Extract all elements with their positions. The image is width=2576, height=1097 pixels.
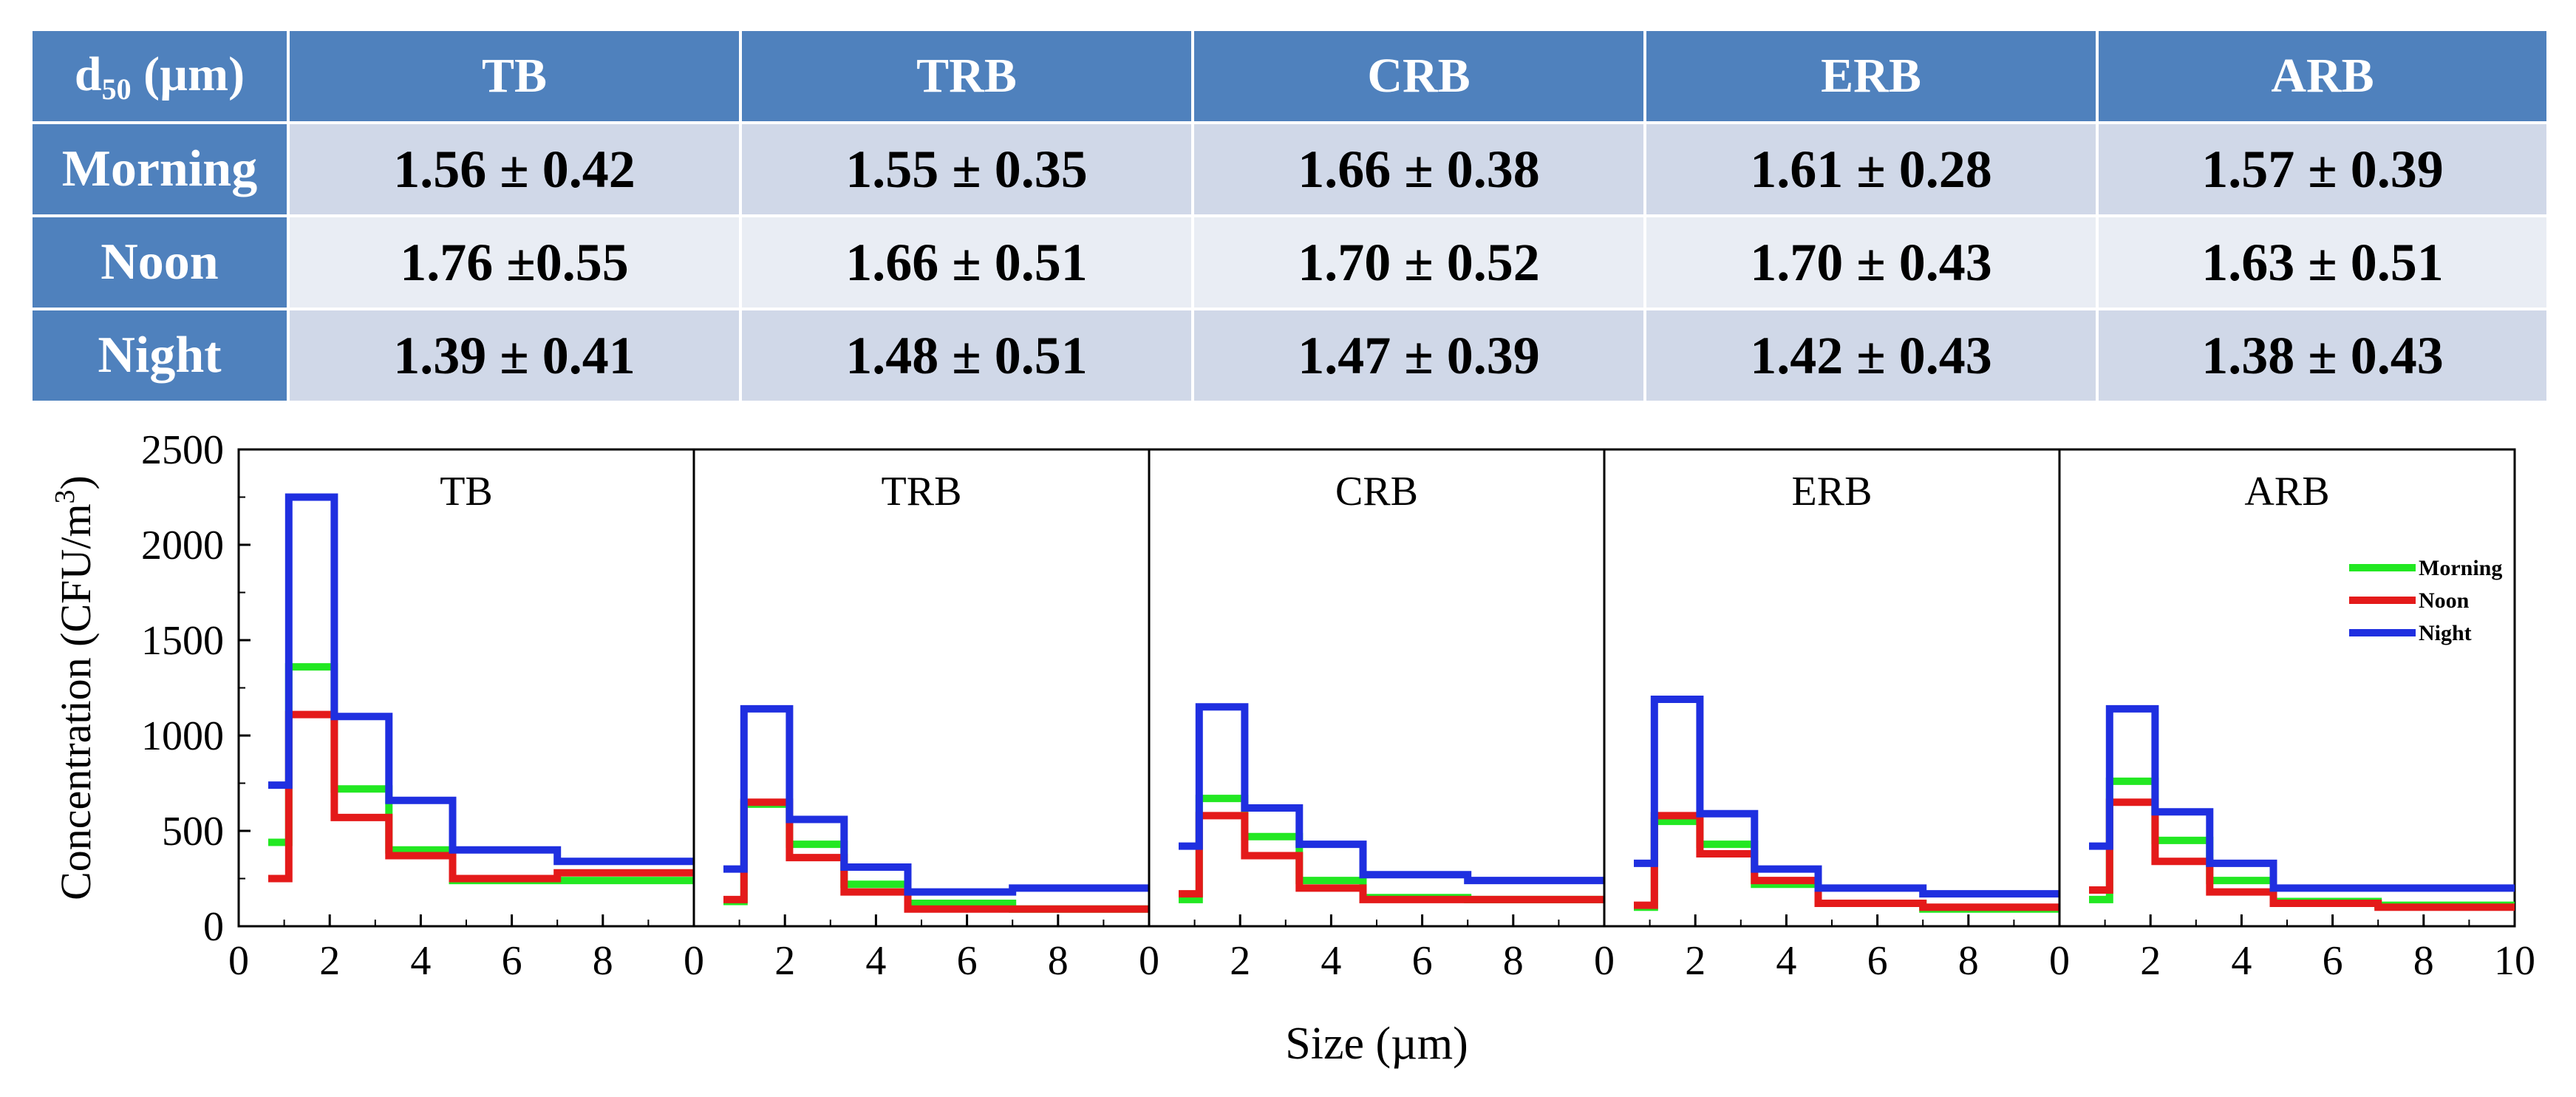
column-header: CRB: [1191, 28, 1646, 124]
table-cell: 1.70 ± 0.43: [1643, 214, 2099, 310]
x-tick-label: 4: [410, 938, 431, 984]
x-tick-label: 0: [1139, 938, 1159, 984]
table-corner-header: d50 (µm): [30, 28, 290, 124]
column-header: ARB: [2096, 28, 2549, 124]
x-tick-label: 10: [2494, 938, 2535, 984]
x-tick-label: 0: [684, 938, 704, 984]
x-tick-label: 6: [502, 938, 522, 984]
column-header: TB: [287, 28, 742, 124]
row-label: Morning: [30, 121, 290, 217]
series-line-noon: [268, 710, 694, 883]
table-cell: 1.47 ± 0.39: [1191, 308, 1646, 404]
x-tick-label: 4: [2231, 938, 2252, 984]
series-line-noon: [1179, 812, 1604, 903]
x-tick-label: 2: [319, 938, 340, 984]
table-cell: 1.39 ± 0.41: [287, 308, 742, 404]
corner-base: d: [74, 47, 102, 101]
column-header: ERB: [1643, 28, 2099, 124]
table-cell: 1.55 ± 0.35: [739, 121, 1194, 217]
x-tick-label: 2: [774, 938, 795, 984]
table-cell: 1.56 ± 0.42: [287, 121, 742, 217]
x-tick-label: 8: [2413, 938, 2434, 984]
legend-label-noon: Noon: [2419, 588, 2470, 613]
x-tick-label: 2: [1230, 938, 1250, 984]
table-cell: 1.66 ± 0.51: [739, 214, 1194, 310]
table-cell: 1.76 ±0.55: [287, 214, 742, 310]
table-header-row: d50 (µm) TB TRB CRB ERB ARB: [30, 28, 2549, 124]
table-cell: 1.42 ± 0.43: [1643, 308, 2099, 404]
y-tick-label: 500: [162, 809, 224, 855]
table-cell: 1.63 ± 0.51: [2096, 214, 2549, 310]
x-tick-label: 6: [2323, 938, 2343, 984]
y-tick-label: 2500: [141, 427, 224, 473]
table-row: Noon 1.76 ±0.55 1.66 ± 0.51 1.70 ± 0.52 …: [30, 214, 2549, 310]
y-tick-label: 2000: [141, 523, 224, 568]
x-tick-label: 2: [2140, 938, 2161, 984]
panel-frame: [1148, 448, 1606, 928]
panel-title: CRB: [1335, 469, 1418, 514]
panel-frame: [692, 448, 1151, 928]
x-tick-label: 4: [1776, 938, 1796, 984]
x-tick-label: 8: [593, 938, 613, 984]
y-axis-label-close: ): [52, 475, 100, 489]
series-line-night: [2089, 704, 2515, 892]
x-axis-label: Size (µm): [1285, 1019, 1468, 1069]
table-cell: 1.61 ± 0.28: [1643, 121, 2099, 217]
x-tick-label: 8: [1503, 938, 1524, 984]
panel-title: ARB: [2244, 469, 2329, 514]
x-tick-label: 6: [1412, 938, 1433, 984]
table-row: Morning 1.56 ± 0.42 1.55 ± 0.35 1.66 ± 0…: [30, 121, 2549, 217]
x-tick-label: 0: [228, 938, 249, 984]
table-cell: 1.38 ± 0.43: [2096, 308, 2549, 404]
y-axis-label-main: Concentration (CFU/m: [52, 503, 100, 900]
x-tick-label: 8: [1048, 938, 1069, 984]
x-tick-label: 6: [957, 938, 978, 984]
corner-subscript: 50: [101, 72, 132, 106]
panel-frame: [237, 448, 695, 928]
y-axis-label-superscript: 3: [50, 489, 81, 503]
table-cell: 1.66 ± 0.38: [1191, 121, 1646, 217]
series-line-night: [723, 704, 1149, 896]
row-label: Night: [30, 308, 290, 404]
corner-unit: (µm): [131, 47, 245, 101]
panel-title: ERB: [1792, 469, 1873, 514]
x-tick-label: 8: [1958, 938, 1979, 984]
y-tick-label: 1000: [141, 713, 224, 759]
x-tick-label: 2: [1685, 938, 1706, 984]
series-line-night: [1179, 703, 1604, 885]
row-label: Noon: [30, 214, 290, 310]
table-cell: 1.57 ± 0.39: [2096, 121, 2549, 217]
table-row: Night 1.39 ± 0.41 1.48 ± 0.51 1.47 ± 0.3…: [30, 308, 2549, 404]
legend-label-morning: Morning: [2419, 556, 2502, 580]
series-line-night: [268, 493, 694, 866]
series-line-night: [1634, 696, 2059, 898]
panel-frame: [2058, 448, 2516, 928]
panel-title: TRB: [882, 469, 962, 514]
x-tick-label: 6: [1867, 938, 1888, 984]
legend-label-night: Night: [2419, 621, 2472, 645]
x-tick-label: 0: [1594, 938, 1615, 984]
summary-table: d50 (µm) TB TRB CRB ERB ARB Morning 1.56…: [30, 28, 2549, 404]
y-tick-label: 0: [203, 904, 224, 950]
table-cell: 1.70 ± 0.52: [1191, 214, 1646, 310]
x-tick-label: 0: [2049, 938, 2070, 984]
column-header: TRB: [739, 28, 1194, 124]
table-cell: 1.48 ± 0.51: [739, 308, 1194, 404]
panel-frame: [1603, 448, 2061, 928]
y-axis-label: Concentration (CFU/m3): [50, 475, 100, 900]
panel-title: TB: [440, 469, 493, 514]
y-tick-label: 1500: [141, 618, 224, 664]
x-tick-label: 4: [1321, 938, 1341, 984]
x-tick-label: 4: [865, 938, 886, 984]
